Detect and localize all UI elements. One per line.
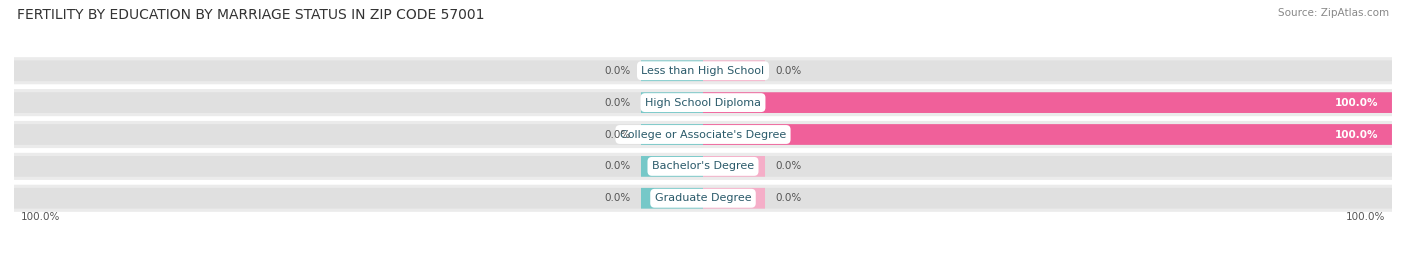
- Text: High School Diploma: High School Diploma: [645, 98, 761, 108]
- Text: 0.0%: 0.0%: [605, 66, 631, 76]
- Text: 100.0%: 100.0%: [1334, 98, 1378, 108]
- FancyBboxPatch shape: [14, 121, 1392, 148]
- Text: 0.0%: 0.0%: [605, 129, 631, 140]
- FancyBboxPatch shape: [14, 156, 703, 177]
- FancyBboxPatch shape: [14, 57, 1392, 84]
- Text: 100.0%: 100.0%: [1334, 129, 1378, 140]
- FancyBboxPatch shape: [641, 60, 703, 81]
- FancyBboxPatch shape: [703, 92, 1392, 113]
- Text: 0.0%: 0.0%: [775, 66, 801, 76]
- Text: FERTILITY BY EDUCATION BY MARRIAGE STATUS IN ZIP CODE 57001: FERTILITY BY EDUCATION BY MARRIAGE STATU…: [17, 8, 485, 22]
- Text: 0.0%: 0.0%: [605, 161, 631, 171]
- Text: Less than High School: Less than High School: [641, 66, 765, 76]
- FancyBboxPatch shape: [703, 156, 765, 177]
- FancyBboxPatch shape: [14, 185, 1392, 212]
- FancyBboxPatch shape: [14, 153, 1392, 180]
- FancyBboxPatch shape: [641, 188, 703, 209]
- Text: Bachelor's Degree: Bachelor's Degree: [652, 161, 754, 171]
- FancyBboxPatch shape: [641, 156, 703, 177]
- FancyBboxPatch shape: [703, 60, 765, 81]
- Text: 0.0%: 0.0%: [775, 193, 801, 203]
- FancyBboxPatch shape: [703, 188, 765, 209]
- FancyBboxPatch shape: [703, 92, 1392, 113]
- FancyBboxPatch shape: [703, 124, 1392, 145]
- FancyBboxPatch shape: [703, 156, 1392, 177]
- FancyBboxPatch shape: [703, 60, 1392, 81]
- FancyBboxPatch shape: [703, 188, 1392, 209]
- Text: 100.0%: 100.0%: [1346, 212, 1385, 222]
- FancyBboxPatch shape: [703, 124, 1392, 145]
- Text: Graduate Degree: Graduate Degree: [655, 193, 751, 203]
- FancyBboxPatch shape: [14, 124, 703, 145]
- Text: College or Associate's Degree: College or Associate's Degree: [620, 129, 786, 140]
- Text: 0.0%: 0.0%: [605, 193, 631, 203]
- Text: 0.0%: 0.0%: [775, 161, 801, 171]
- FancyBboxPatch shape: [641, 124, 703, 145]
- FancyBboxPatch shape: [14, 89, 1392, 116]
- FancyBboxPatch shape: [14, 92, 703, 113]
- Text: 0.0%: 0.0%: [605, 98, 631, 108]
- FancyBboxPatch shape: [14, 60, 703, 81]
- FancyBboxPatch shape: [641, 92, 703, 113]
- Text: 100.0%: 100.0%: [21, 212, 60, 222]
- FancyBboxPatch shape: [14, 188, 703, 209]
- Text: Source: ZipAtlas.com: Source: ZipAtlas.com: [1278, 8, 1389, 18]
